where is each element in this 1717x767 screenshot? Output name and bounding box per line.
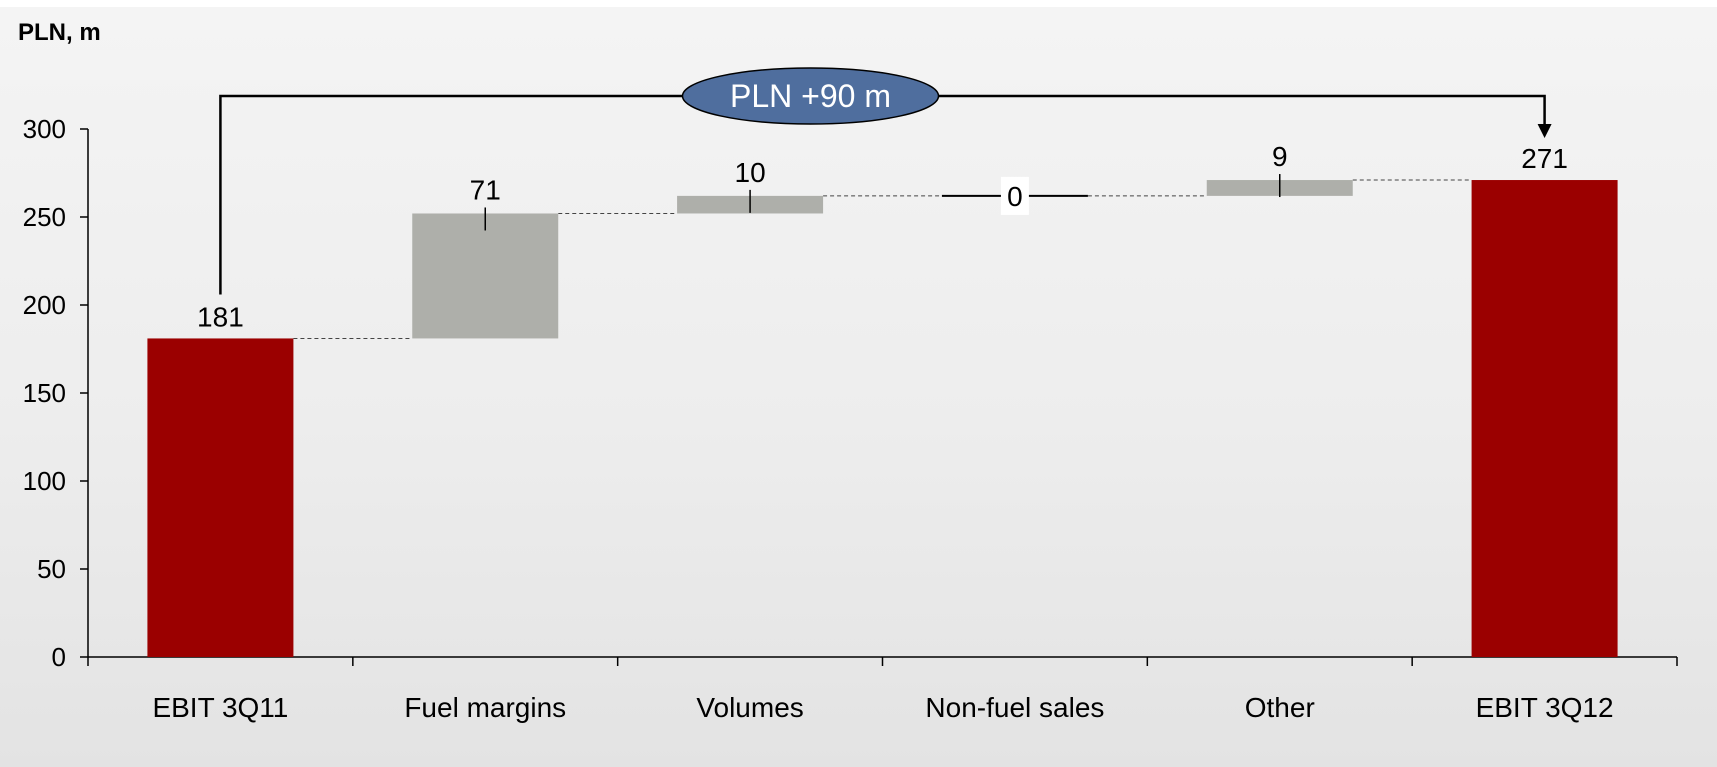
value-label: 271 [1521,143,1568,174]
y-tick-label: 300 [23,114,66,144]
y-axis-unit-label: PLN, m [18,19,101,46]
x-category-label: EBIT 3Q12 [1476,692,1614,723]
x-category-label: Non-fuel sales [925,692,1104,723]
value-label: 10 [735,157,766,188]
total-bar [1471,180,1618,658]
value-label-background [1000,176,1029,215]
value-label: 181 [197,301,244,332]
delta-bar [412,213,559,339]
annotation-text: PLN +90 m [730,78,891,114]
total-bar [147,338,294,657]
y-tick-label: 200 [23,290,66,320]
x-category-label: EBIT 3Q11 [152,692,288,723]
y-tick-label: 50 [37,554,66,584]
y-tick-label: 250 [23,202,66,232]
annotation-bubble [681,67,940,125]
x-category-label: Volumes [696,692,803,723]
y-tick-label: 100 [23,466,66,496]
y-tick-label: 0 [52,642,66,672]
y-tick-label: 150 [23,378,66,408]
annotation-arrowhead [1537,124,1552,139]
value-label: 71 [470,174,501,205]
chart-area: PLN, m 0 50 100 150 200 250 300 EBIT 3Q11 Fuel m… [0,7,1717,767]
x-category-label: Fuel margins [404,692,566,723]
value-label: 0 [1007,181,1023,212]
x-category-label: Other [1245,692,1315,723]
value-label: 9 [1272,141,1288,172]
